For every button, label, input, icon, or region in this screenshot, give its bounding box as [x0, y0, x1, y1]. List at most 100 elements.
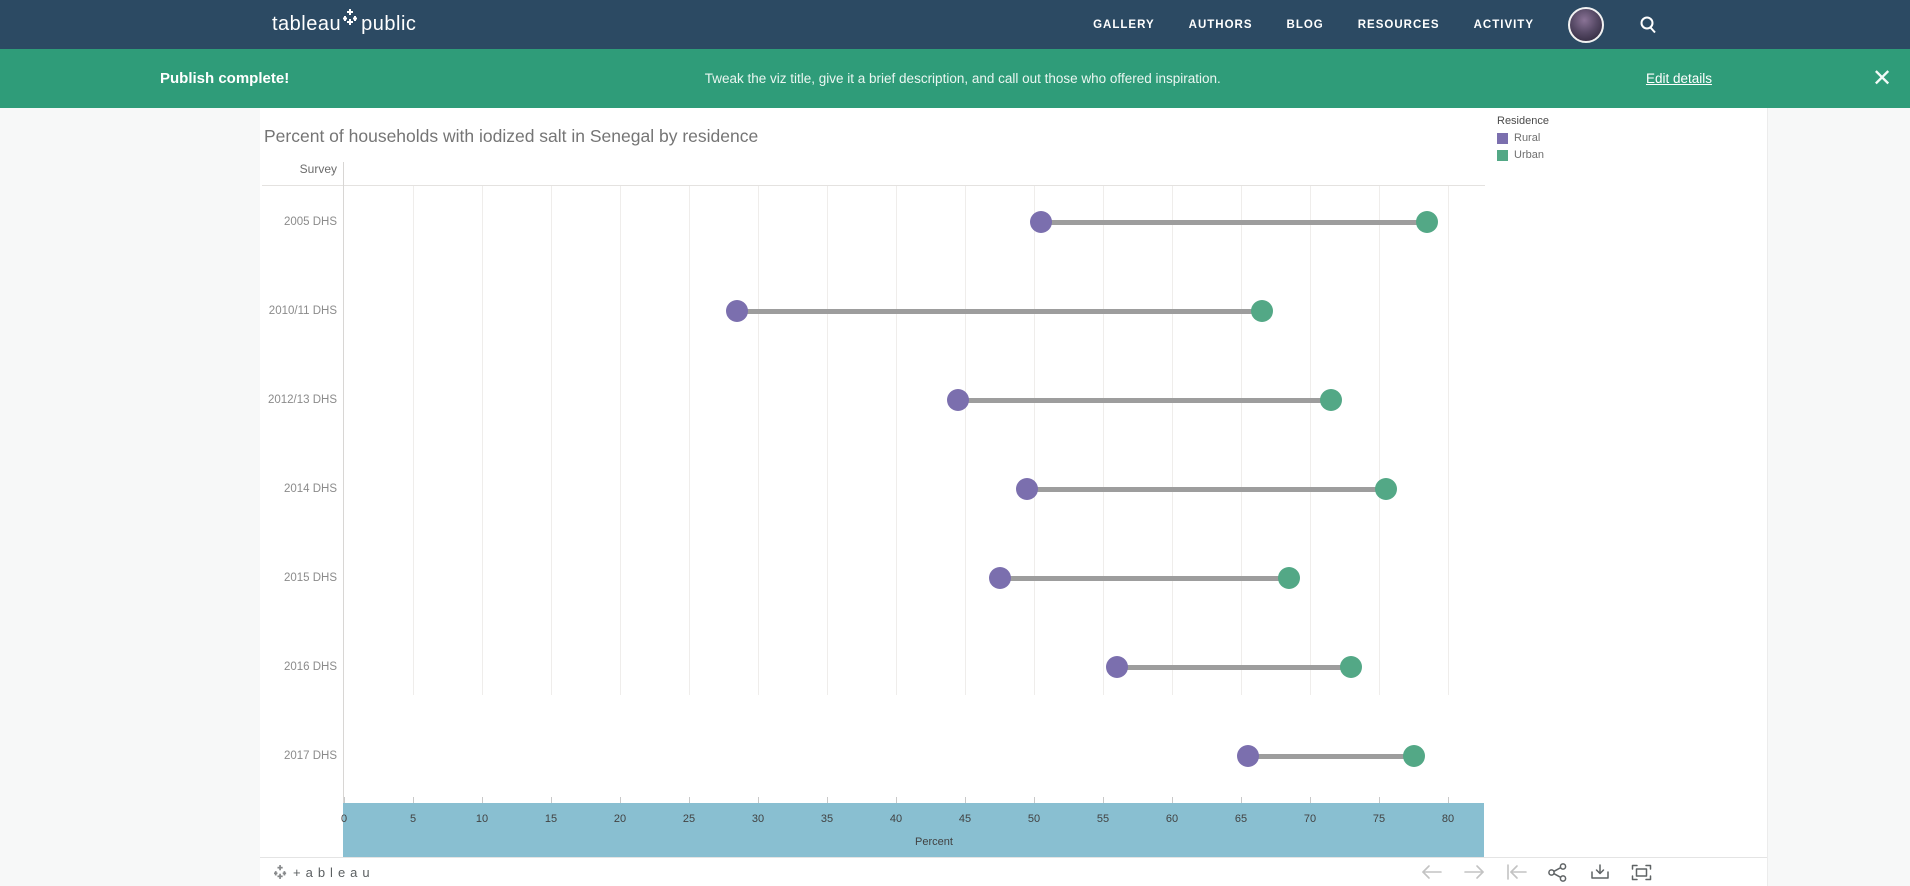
dumbbell-connector[interactable]	[999, 575, 1290, 581]
x-axis-tick	[896, 797, 897, 803]
x-axis-tick	[1241, 797, 1242, 803]
dumbbell-connector[interactable]	[1027, 486, 1386, 492]
y-axis-label[interactable]: 2015 DHS	[283, 572, 337, 584]
gridline	[758, 186, 759, 695]
legend-item-urban[interactable]: Urban	[1497, 149, 1549, 161]
x-axis-tick	[827, 797, 828, 803]
urban-dot[interactable]	[1374, 478, 1397, 500]
redo-arrow-icon[interactable]	[1462, 861, 1485, 884]
undo-arrow-icon[interactable]	[1420, 861, 1443, 884]
x-axis-tick	[1448, 797, 1449, 803]
y-axis-label[interactable]: 2012/13 DHS	[267, 394, 337, 406]
urban-dot[interactable]	[1319, 389, 1342, 411]
rural-dot[interactable]	[1105, 656, 1128, 678]
rural-dot[interactable]	[1029, 211, 1052, 233]
x-axis-tick-label: 5	[409, 813, 417, 825]
gridline	[413, 186, 414, 695]
chart-legend: Residence Rural Urban	[1497, 115, 1549, 166]
gridline	[620, 186, 621, 695]
gridline	[1103, 186, 1104, 695]
x-axis-tick	[758, 797, 759, 803]
x-axis-tick	[965, 797, 966, 803]
nav-item-gallery[interactable]: GALLERY	[1093, 18, 1155, 31]
logo-text-public: public	[361, 13, 417, 35]
gridline	[1241, 186, 1242, 695]
user-avatar[interactable]	[1568, 6, 1604, 43]
x-axis-band[interactable]	[343, 803, 1484, 857]
chart-title: Percent of households with iodized salt …	[264, 126, 759, 146]
rural-dot[interactable]	[1236, 745, 1259, 767]
gridline	[1034, 186, 1035, 695]
legend-item-rural[interactable]: Rural	[1497, 132, 1549, 144]
x-axis-tick	[1172, 797, 1173, 803]
nav-item-authors[interactable]: AUTHORS	[1188, 18, 1253, 31]
y-axis-label[interactable]: 2005 DHS	[283, 216, 337, 228]
x-axis-tick-label: 50	[1027, 813, 1041, 825]
y-axis-label[interactable]: 2017 DHS	[283, 750, 337, 762]
tableau-sparkle-icon	[343, 8, 358, 31]
urban-dot[interactable]	[1416, 211, 1439, 233]
rural-dot[interactable]	[947, 389, 970, 411]
x-axis-tick	[689, 797, 690, 803]
x-axis-tick-label: 0	[340, 813, 348, 825]
x-axis-tick	[620, 797, 621, 803]
x-axis-tick-label: 75	[1372, 813, 1386, 825]
x-axis-tick-label: 55	[1096, 813, 1110, 825]
fullscreen-icon[interactable]	[1630, 861, 1653, 884]
rural-dot[interactable]	[988, 567, 1011, 589]
gridline	[689, 186, 690, 695]
y-axis-title[interactable]: Survey	[299, 162, 337, 176]
legend-label: Rural	[1514, 132, 1541, 144]
search-icon[interactable]	[1638, 15, 1658, 35]
dumbbell-connector[interactable]	[1247, 753, 1414, 759]
y-axis-label[interactable]: 2014 DHS	[283, 483, 337, 495]
dumbbell-connector[interactable]	[737, 308, 1262, 314]
footer-logo-text: +ableau	[293, 864, 375, 880]
y-axis-line	[343, 162, 344, 857]
x-axis-tick-label: 35	[820, 813, 834, 825]
urban-dot[interactable]	[1340, 656, 1363, 678]
nav-item-resources[interactable]: RESOURCES	[1357, 18, 1440, 31]
y-axis-label[interactable]: 2010/11 DHS	[268, 305, 337, 317]
rural-dot[interactable]	[1016, 478, 1039, 500]
x-axis-tick-label: 25	[682, 813, 696, 825]
dumbbell-connector[interactable]	[1116, 664, 1352, 670]
dumbbell-connector[interactable]	[958, 397, 1331, 403]
nav-menu: GALLERY AUTHORS BLOG RESOURCES ACTIVITY	[1093, 0, 1658, 49]
dumbbell-connector[interactable]	[1040, 219, 1428, 225]
x-axis-tick-label: 70	[1303, 813, 1317, 825]
legend-label: Urban	[1514, 149, 1544, 161]
logo-text-tableau: tableau	[272, 13, 342, 35]
urban-dot[interactable]	[1250, 300, 1273, 322]
gridline	[1448, 186, 1449, 695]
x-axis-tick-label: 60	[1165, 813, 1179, 825]
gridline	[1172, 186, 1173, 695]
x-axis-tick-label: 30	[751, 813, 765, 825]
gridline	[551, 186, 552, 695]
tableau-footer-logo[interactable]: +ableau	[274, 858, 375, 886]
gridline	[965, 186, 966, 695]
nav-item-activity[interactable]: ACTIVITY	[1473, 18, 1534, 31]
y-axis-label[interactable]: 2016 DHS	[283, 661, 337, 673]
x-axis-tick-label: 10	[475, 813, 489, 825]
reset-icon[interactable]	[1504, 861, 1527, 884]
nav-item-blog[interactable]: BLOG	[1286, 18, 1324, 31]
share-icon[interactable]	[1546, 861, 1569, 884]
download-icon[interactable]	[1588, 861, 1611, 884]
gridline	[896, 186, 897, 695]
x-axis-tick	[1103, 797, 1104, 803]
close-icon[interactable]: ✕	[1871, 65, 1893, 92]
x-axis-tick	[482, 797, 483, 803]
urban-dot[interactable]	[1278, 567, 1301, 589]
urban-dot[interactable]	[1402, 745, 1425, 767]
x-axis-tick	[1310, 797, 1311, 803]
banner-title: Publish complete!	[160, 70, 290, 87]
rural-dot[interactable]	[726, 300, 749, 322]
gridline	[827, 186, 828, 695]
x-axis-tick-label: 40	[889, 813, 903, 825]
edit-details-link[interactable]: Edit details	[1645, 71, 1712, 86]
tableau-public-logo[interactable]: tableau public	[272, 0, 416, 49]
x-axis-tick	[344, 797, 345, 803]
gridline	[482, 186, 483, 695]
